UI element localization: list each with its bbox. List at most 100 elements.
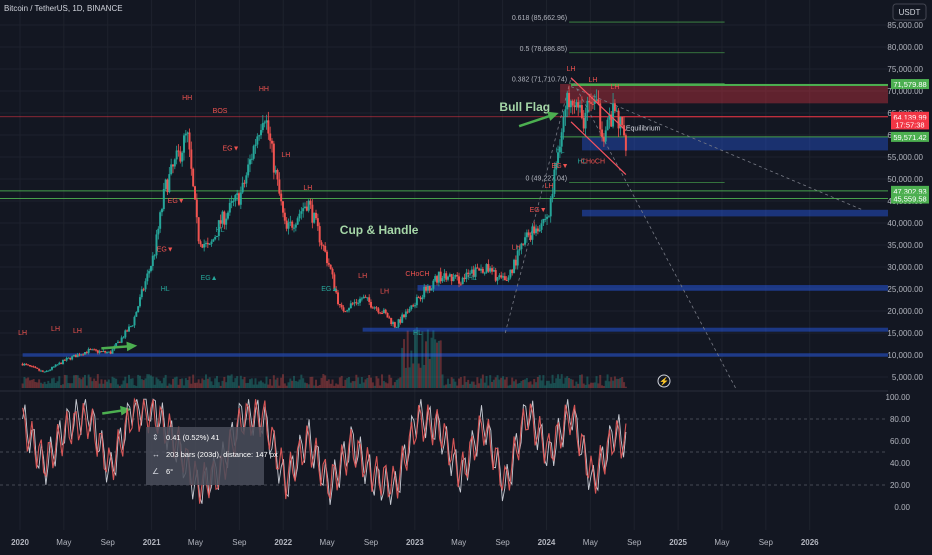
volume-bar [94,380,97,388]
volume-bar [445,384,448,388]
volume-bar [304,382,307,388]
candle-body [267,120,270,134]
volume-bar [212,385,215,388]
candle-body [311,204,314,223]
volume-bar [263,383,266,388]
volume-bar [436,342,439,388]
candle-body [392,322,395,325]
candle-body [135,312,138,317]
volume-bar [258,381,261,388]
volume-bar [219,385,222,388]
time-tick-label: May [320,538,335,547]
volume-bar [434,339,437,388]
volume-bar [322,374,325,388]
candle-body [549,197,552,217]
candle-body [315,212,318,219]
volume-bar [549,383,552,388]
candle-body [509,269,512,278]
candle-body [568,93,571,108]
volume-bar [111,376,114,388]
currency-button-label[interactable]: USDT [899,8,921,17]
candle-body [256,136,259,145]
candle-body [364,296,367,298]
candle-body [601,129,604,137]
volume-bar [487,385,490,388]
candle-body [604,130,607,142]
structure-label: LH [567,66,576,73]
structure-label: EG▼ [530,207,547,214]
candle-body [148,270,151,274]
volume-bar [210,381,213,388]
volume-bar [182,385,185,388]
volume-bar [450,377,453,388]
candle-body [610,114,613,127]
candle-body [381,313,384,315]
structure-label: BOS [213,108,228,115]
volume-bar [93,378,96,388]
volume-bar [514,379,517,388]
time-tick-label: 2021 [143,538,161,547]
volume-bar [529,381,532,388]
volume-bar [247,382,250,388]
volume-bar [619,378,622,388]
volume-bar [60,385,63,388]
candle-body [437,271,440,283]
candle-body [520,243,523,250]
volume-bar [138,375,141,388]
volume-bar [311,376,314,388]
currency-button[interactable] [892,3,927,21]
structure-label: HH [182,95,192,102]
candle-body [329,264,332,269]
candle-body [58,362,61,365]
volume-bar [580,374,583,388]
candle-body [514,259,517,266]
volume-bar [98,383,101,388]
flag-lower-line[interactable] [570,121,627,176]
candle-body [168,174,171,193]
volume-bar [454,381,457,388]
volume-bar [547,380,550,388]
candle-body [63,359,66,361]
flag-upper-line[interactable] [570,77,627,132]
candle-body [164,179,167,189]
candle-body [170,164,173,175]
candle-body [498,275,501,278]
price-tick-label: 80,000.00 [887,43,923,52]
candle-body [421,297,424,300]
candle-body [401,314,404,323]
volume-bar [582,383,585,388]
candle-body [491,268,494,272]
structure-label: EG▼ [552,163,569,170]
volume-bar [366,377,369,388]
candle-body [617,110,620,129]
candle-body [551,193,554,198]
candle-body [105,352,108,354]
candle-body [247,164,250,176]
candle-body [535,228,538,234]
candle-body [621,116,624,126]
volume-bar [232,382,235,388]
volume-bar [520,381,523,388]
candle-body [109,351,112,354]
candle-body [516,250,519,266]
bull-flag-pattern[interactable] [570,77,627,176]
volume-bar [381,374,384,388]
volume-bar [85,385,88,388]
candle-body [562,116,565,133]
volume-bar [551,374,554,388]
volume-bar [272,375,275,388]
price-label-text: 47,302.93 [893,187,926,196]
volume-bar [333,385,336,388]
pattern-annotation: Cup & Handle [340,223,419,237]
candle-body [120,337,123,343]
volume-bar [404,367,407,388]
candle-body [302,208,305,212]
candle-body [225,218,228,225]
lightning-icon[interactable] [657,374,671,388]
volume-bar [555,378,558,388]
candle-body [454,274,457,277]
volume-bar [564,377,567,388]
candle-body [415,297,418,306]
